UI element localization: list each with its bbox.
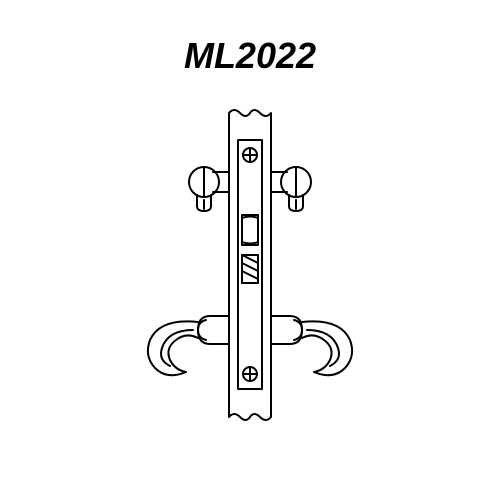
screw-bottom — [243, 367, 257, 381]
cylinder-right — [271, 167, 311, 211]
lock-diagram — [0, 0, 500, 500]
screw-top — [243, 148, 257, 162]
cylinder-left — [189, 167, 229, 211]
lever-right — [271, 316, 352, 375]
latch-bolt — [242, 215, 258, 245]
lever-left — [148, 316, 229, 375]
deadbolt — [242, 255, 258, 283]
